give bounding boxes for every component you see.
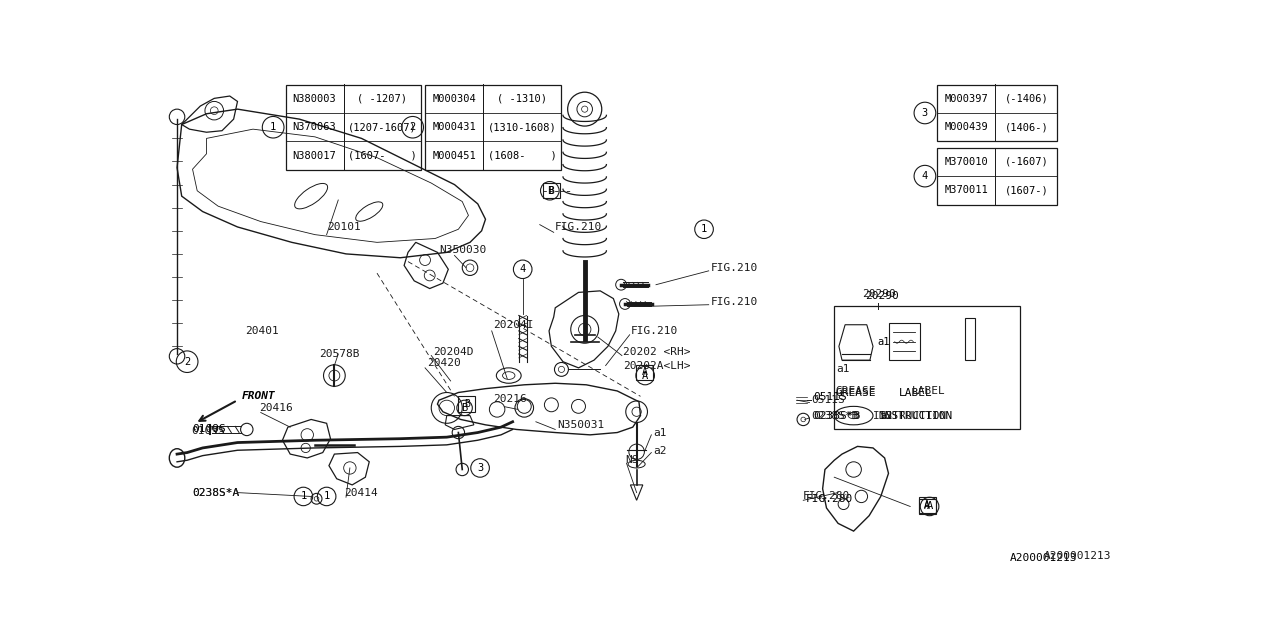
- Text: GREASE: GREASE: [836, 386, 877, 396]
- Text: FIG.280: FIG.280: [804, 492, 850, 502]
- Text: M000431: M000431: [433, 122, 476, 132]
- Text: 0109S: 0109S: [191, 426, 225, 436]
- Bar: [937, 148, 1057, 205]
- Text: 1: 1: [270, 122, 276, 132]
- Text: (-1406): (-1406): [1005, 93, 1048, 104]
- Text: (1608-    ): (1608- ): [488, 151, 557, 161]
- Text: FIG.210: FIG.210: [710, 296, 758, 307]
- Text: 0109S: 0109S: [192, 424, 227, 435]
- Text: N380017: N380017: [293, 151, 337, 161]
- Text: N350031: N350031: [558, 420, 605, 430]
- Bar: [458, 396, 475, 412]
- Text: 20101: 20101: [326, 222, 361, 232]
- Bar: [937, 84, 1057, 141]
- Text: 20290: 20290: [863, 289, 896, 299]
- Text: a2: a2: [881, 411, 893, 420]
- Text: A200001213: A200001213: [1043, 551, 1111, 561]
- Bar: [835, 307, 1020, 429]
- Text: 20202 <RH>: 20202 <RH>: [623, 348, 691, 358]
- Text: B: B: [548, 186, 554, 196]
- Text: M000304: M000304: [433, 93, 476, 104]
- Text: 20414: 20414: [344, 488, 378, 498]
- Text: 4: 4: [922, 171, 928, 181]
- Bar: [425, 84, 561, 170]
- Text: 1: 1: [301, 492, 306, 502]
- Text: FIG.210: FIG.210: [710, 263, 758, 273]
- Text: FIG.210: FIG.210: [556, 222, 603, 232]
- Text: 20204D: 20204D: [434, 348, 474, 358]
- Text: 4: 4: [520, 264, 526, 275]
- Text: 0511S: 0511S: [812, 395, 845, 405]
- Text: N370063: N370063: [293, 122, 337, 132]
- Text: (1607-): (1607-): [1005, 186, 1048, 195]
- Text: ( -1310): ( -1310): [497, 93, 547, 104]
- Text: a1: a1: [653, 428, 667, 438]
- Text: 1: 1: [324, 492, 330, 502]
- Text: N350030: N350030: [439, 245, 486, 255]
- Bar: [543, 183, 559, 198]
- Bar: [888, 323, 919, 360]
- Text: GREASE: GREASE: [836, 387, 877, 397]
- Circle shape: [572, 399, 585, 413]
- Circle shape: [517, 399, 531, 413]
- Text: (1406-): (1406-): [1005, 122, 1048, 132]
- Text: INSTRUCTION: INSTRUCTION: [878, 411, 952, 420]
- Text: INSTRUCTION: INSTRUCTION: [873, 411, 947, 420]
- Text: B: B: [463, 399, 470, 409]
- Bar: [919, 497, 936, 513]
- Text: FIG.280: FIG.280: [805, 494, 852, 504]
- Text: FRONT: FRONT: [242, 391, 275, 401]
- Text: 0238S*A: 0238S*A: [192, 488, 239, 498]
- Text: 20202A<LH>: 20202A<LH>: [623, 360, 691, 371]
- Text: a1: a1: [878, 337, 890, 348]
- Text: 3: 3: [477, 463, 484, 473]
- Text: B: B: [462, 403, 467, 413]
- Circle shape: [544, 398, 558, 412]
- Text: 0238S*A: 0238S*A: [192, 488, 239, 498]
- Text: (1207-1607): (1207-1607): [348, 122, 417, 132]
- Text: 2: 2: [184, 356, 191, 367]
- Text: N380003: N380003: [293, 93, 337, 104]
- Text: A: A: [643, 371, 648, 381]
- Text: ( -1207): ( -1207): [357, 93, 407, 104]
- Text: M000397: M000397: [945, 93, 988, 104]
- Text: a2: a2: [653, 446, 667, 456]
- Text: A200001213: A200001213: [1010, 553, 1078, 563]
- Text: FIG.210: FIG.210: [631, 326, 678, 336]
- Text: 2: 2: [410, 122, 416, 132]
- Text: 0238S*B: 0238S*B: [813, 411, 860, 420]
- Text: (1607-    ): (1607- ): [348, 151, 417, 161]
- Text: M000451: M000451: [433, 151, 476, 161]
- Bar: [636, 365, 653, 380]
- Bar: [919, 499, 936, 514]
- Text: 20290: 20290: [865, 291, 899, 301]
- Text: 20401: 20401: [246, 326, 279, 336]
- Text: NS: NS: [625, 455, 639, 465]
- Text: 20416: 20416: [259, 403, 293, 413]
- Text: M370010: M370010: [945, 157, 988, 167]
- Text: LABEL: LABEL: [911, 386, 946, 396]
- Text: a1: a1: [836, 364, 850, 374]
- Text: A: A: [924, 500, 931, 510]
- Bar: [965, 318, 974, 360]
- Text: 3: 3: [922, 108, 928, 118]
- Text: 1: 1: [701, 224, 707, 234]
- Text: M370011: M370011: [945, 186, 988, 195]
- Text: (-1607): (-1607): [1005, 157, 1048, 167]
- Text: M000439: M000439: [945, 122, 988, 132]
- Circle shape: [489, 402, 504, 417]
- Text: 20216: 20216: [493, 394, 527, 404]
- Text: 20578B: 20578B: [319, 349, 360, 359]
- Text: 20204I: 20204I: [493, 320, 534, 330]
- Text: 0238S*B: 0238S*B: [812, 411, 859, 420]
- Text: (1310-1608): (1310-1608): [488, 122, 557, 132]
- Text: A: A: [927, 502, 933, 511]
- Text: LABEL: LABEL: [899, 387, 933, 397]
- Text: A: A: [924, 502, 931, 511]
- Bar: [285, 84, 421, 170]
- Text: B: B: [547, 186, 553, 196]
- Text: 20420: 20420: [428, 358, 461, 368]
- Text: 0511S: 0511S: [813, 392, 847, 402]
- Text: A: A: [641, 367, 648, 378]
